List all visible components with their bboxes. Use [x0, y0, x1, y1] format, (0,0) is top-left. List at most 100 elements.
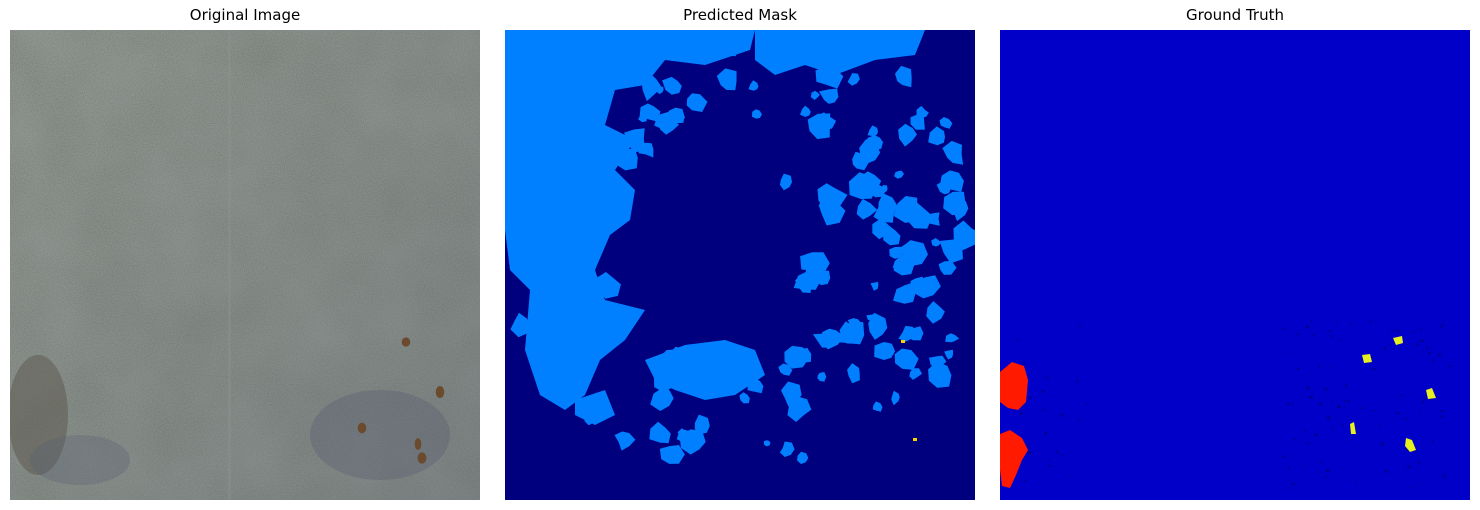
predicted-region [913, 275, 941, 299]
ground-truth-dark-speckle [1421, 483, 1423, 485]
predicted-region [530, 308, 545, 323]
predicted-region [717, 36, 741, 57]
predicted-region [653, 369, 676, 393]
ground-truth-dark-speckle [1440, 410, 1444, 412]
ground-truth-dark-speckle [1085, 403, 1088, 405]
ground-truth-red-region [1000, 430, 1028, 488]
ground-truth-dark-speckle [1292, 403, 1294, 406]
ground-truth-dark-speckle [1295, 333, 1300, 335]
predicted-region [894, 170, 904, 179]
ground-truth-dark-speckle [1042, 409, 1045, 412]
predicted-region [895, 65, 912, 88]
ground-truth-dark-speckle [1022, 362, 1026, 364]
predicted-region [583, 315, 600, 335]
ground-truth-dark-speckle [1041, 390, 1045, 393]
predicted-region [816, 112, 837, 131]
ground-truth-dark-speckle [1426, 347, 1429, 350]
ground-truth-dark-speckle [1380, 442, 1385, 445]
predicted-region [819, 88, 839, 104]
ground-truth-dark-speckle [1293, 438, 1297, 441]
ground-truth-dark-speckle [1282, 328, 1285, 331]
predicted-region [847, 363, 860, 384]
predicted-region [596, 272, 621, 299]
ground-truth-dark-speckle [1325, 469, 1330, 472]
predicted-region [926, 212, 940, 226]
ground-truth-dark-speckle [1420, 339, 1425, 343]
ground-truth-dark-speckle [1318, 364, 1320, 368]
predicted-region [866, 135, 883, 151]
predicted-region [685, 349, 698, 363]
predicted-region [521, 234, 537, 250]
predicted-region [739, 392, 750, 404]
original-stain [30, 435, 130, 485]
predicted-region [926, 301, 945, 324]
ground-truth-dark-speckle [1320, 460, 1323, 464]
ground-truth-dark-speckle [1397, 329, 1400, 333]
predicted-region [873, 200, 894, 223]
ground-truth-dark-speckle [1316, 471, 1319, 474]
ground-truth-red-region [1000, 362, 1028, 410]
predicted-region [872, 401, 883, 412]
predicted-region [525, 341, 544, 363]
original-rust-spot [401, 337, 411, 347]
ground-truth-dark-speckle [1405, 448, 1409, 451]
ground-truth-dark-speckle [1311, 334, 1315, 336]
predicted-region [847, 318, 862, 331]
ground-truth-dark-speckle [1027, 451, 1032, 455]
predicted-region [819, 328, 845, 350]
original-rust-spots [357, 337, 445, 464]
predicted-region [505, 179, 523, 199]
predicted-region [614, 431, 636, 451]
ground-truth-dark-speckle [1361, 407, 1364, 410]
predicted-region [614, 148, 638, 171]
predicted-region [944, 349, 954, 360]
predicted-region [752, 109, 762, 119]
ground-truth-dark-speckle [1324, 476, 1328, 478]
predicted-region [581, 288, 606, 315]
predicted-region [942, 140, 964, 165]
predicted-region [716, 68, 737, 91]
ground-truth-dark-speckle [1347, 399, 1350, 402]
predicted-region [795, 274, 812, 293]
predicted-region [898, 123, 917, 147]
ground-truth-dark-speckle [1078, 325, 1082, 327]
predicted-region [659, 445, 685, 464]
predicted-region [569, 353, 580, 363]
ground-truth-yellow-spot [1405, 438, 1416, 452]
ground-truth-dark-speckle [1076, 379, 1079, 383]
predicted-region [856, 198, 878, 220]
original-seam [228, 30, 231, 500]
ground-truth-dark-speckle [1287, 466, 1290, 469]
predicted-region [939, 117, 953, 129]
panel-title-original: Original Image [189, 6, 301, 24]
predicted-region [847, 73, 860, 86]
predicted-region [605, 46, 621, 60]
ground-truth-dark-speckle [1027, 443, 1029, 445]
ground-truth-dark-speckle [1371, 410, 1375, 412]
ground-truth-dark-speckle [1044, 432, 1048, 435]
predicted-region [539, 194, 549, 205]
ground-truth-dark-speckle [1419, 407, 1421, 409]
ground-truth-yellow-spots [1350, 336, 1436, 452]
ground-truth-dark-speckle [1060, 413, 1064, 417]
ground-truth-dark-speckle [1444, 477, 1447, 479]
ground-truth-dark-speckle [1443, 320, 1445, 323]
predicted-rare-class [901, 340, 905, 343]
ground-truth-dark-speckle [1339, 340, 1342, 342]
predicted-rare-class [913, 438, 917, 441]
ground-truth-dark-speckle [1431, 360, 1435, 363]
ground-truth-dark-speckle [1288, 487, 1292, 489]
predicted-mask [505, 30, 975, 500]
predicted-region [542, 125, 555, 136]
ground-truth-dark-speckle [1330, 335, 1334, 337]
predicted-region [561, 227, 579, 244]
predicted-region [928, 126, 945, 146]
ground-truth-dark-speckle [1077, 420, 1081, 422]
ground-truth-dark-speckle [1282, 455, 1286, 458]
ground-truth-dark-speckle [1428, 352, 1431, 355]
original-rust-spot [414, 438, 422, 450]
ground-truth-dark-speckle [1358, 446, 1360, 448]
ground-truth-dark-speckle [1383, 347, 1387, 350]
ground-truth-canvas [1000, 30, 1470, 500]
ground-truth-dark-speckle [1304, 430, 1306, 433]
